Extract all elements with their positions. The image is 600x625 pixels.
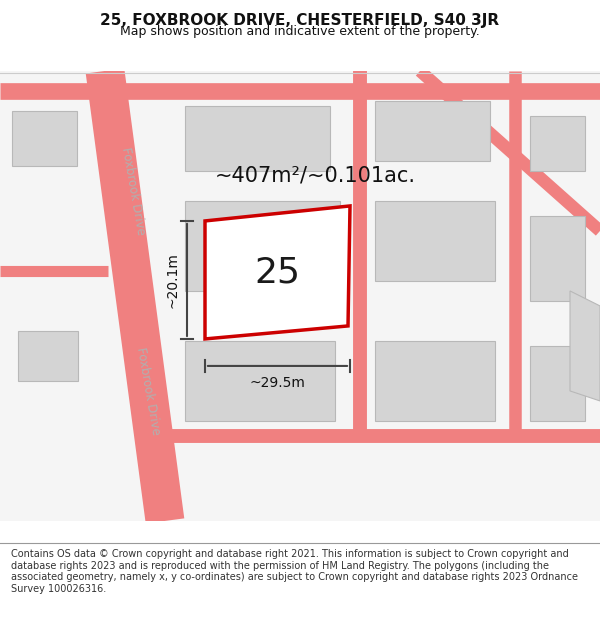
Text: Contains OS data © Crown copyright and database right 2021. This information is : Contains OS data © Crown copyright and d…: [11, 549, 578, 594]
Text: 25, FOXBROOK DRIVE, CHESTERFIELD, S40 3JR: 25, FOXBROOK DRIVE, CHESTERFIELD, S40 3J…: [100, 12, 500, 28]
Polygon shape: [375, 201, 495, 281]
Polygon shape: [12, 111, 77, 166]
Text: ~407m²/~0.101ac.: ~407m²/~0.101ac.: [215, 166, 416, 186]
Polygon shape: [570, 291, 600, 401]
Polygon shape: [185, 106, 330, 171]
Polygon shape: [185, 341, 335, 421]
Text: Foxbrook Drive: Foxbrook Drive: [134, 346, 162, 436]
Polygon shape: [375, 341, 495, 421]
Text: Map shows position and indicative extent of the property.: Map shows position and indicative extent…: [120, 26, 480, 39]
Text: ~29.5m: ~29.5m: [250, 376, 305, 390]
Polygon shape: [530, 216, 585, 301]
Polygon shape: [530, 116, 585, 171]
Text: Foxbrook Drive: Foxbrook Drive: [119, 146, 147, 236]
Text: ~20.1m: ~20.1m: [165, 252, 179, 308]
Text: 25: 25: [254, 256, 300, 290]
Polygon shape: [185, 201, 340, 291]
Polygon shape: [375, 101, 490, 161]
Polygon shape: [530, 346, 585, 421]
Polygon shape: [18, 331, 78, 381]
Polygon shape: [205, 206, 350, 339]
